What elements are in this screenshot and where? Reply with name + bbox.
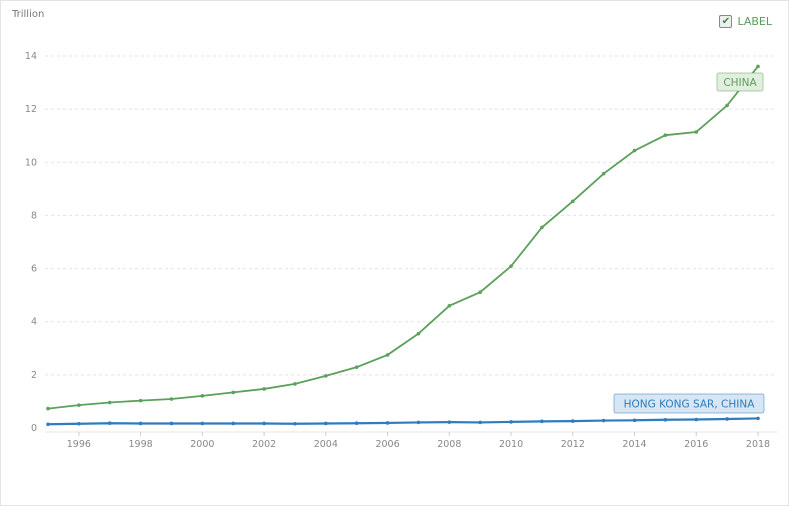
data-point xyxy=(46,406,50,411)
y-tick-label: 10 xyxy=(25,157,37,168)
y-tick-label: 14 xyxy=(25,51,37,62)
y-tick-label: 12 xyxy=(25,104,37,115)
data-point xyxy=(756,64,760,69)
data-point xyxy=(756,416,760,421)
data-point xyxy=(540,419,544,424)
data-point xyxy=(262,387,266,391)
data-point xyxy=(632,148,637,153)
x-tick-label: 2018 xyxy=(746,439,770,450)
y-tick-label: 4 xyxy=(31,317,37,328)
data-point xyxy=(478,290,482,295)
data-point xyxy=(447,420,452,424)
data-point xyxy=(694,417,699,422)
x-tick-label: 2002 xyxy=(252,439,276,450)
data-point xyxy=(324,421,328,426)
x-tick-label: 2012 xyxy=(561,439,585,450)
series-label-box xyxy=(716,72,764,92)
y-tick-label: 0 xyxy=(31,423,37,434)
y-tick-label: 2 xyxy=(31,370,37,381)
data-point xyxy=(663,133,668,137)
data-point xyxy=(138,421,143,426)
data-point xyxy=(293,382,297,386)
data-point xyxy=(77,421,81,426)
data-point xyxy=(231,421,236,426)
x-tick-label: 2014 xyxy=(622,439,646,450)
x-tick-label: 2006 xyxy=(375,439,399,450)
data-point xyxy=(169,421,174,426)
x-tick-label: 2016 xyxy=(684,439,708,450)
series-label-box xyxy=(613,393,765,414)
data-point xyxy=(46,422,50,427)
data-point xyxy=(570,419,575,423)
data-point xyxy=(478,420,482,425)
data-point xyxy=(231,390,236,395)
x-tick-label: 1996 xyxy=(67,439,91,450)
data-point xyxy=(107,421,112,426)
data-point xyxy=(138,398,143,403)
data-point xyxy=(385,353,390,357)
x-tick-label: 2004 xyxy=(314,439,338,450)
data-point xyxy=(416,420,421,425)
series-label: CHINA xyxy=(723,77,757,89)
data-point xyxy=(385,421,390,425)
data-point xyxy=(354,365,359,369)
x-tick-label: 2010 xyxy=(499,439,523,450)
label-toggle-text: LABEL xyxy=(737,15,772,28)
data-point xyxy=(509,420,513,424)
data-point xyxy=(416,331,421,336)
x-tick-label: 2000 xyxy=(190,439,214,450)
series-line-china xyxy=(47,65,759,410)
data-point xyxy=(354,421,359,426)
data-point xyxy=(293,421,297,426)
x-tick-label: 1998 xyxy=(129,439,153,450)
label-toggle[interactable]: ✔ LABEL xyxy=(719,15,772,28)
data-point xyxy=(324,374,328,378)
data-point xyxy=(169,397,174,401)
data-point xyxy=(200,394,205,398)
y-tick-label: 8 xyxy=(31,210,37,221)
data-point xyxy=(725,103,729,108)
checkbox-checked-icon[interactable]: ✔ xyxy=(719,15,733,28)
data-point xyxy=(540,225,544,230)
data-point xyxy=(601,171,606,176)
data-point xyxy=(663,417,668,422)
data-point xyxy=(262,421,266,426)
series-label: HONG KONG SAR, CHINA xyxy=(624,399,756,411)
y-axis-unit-label: Trillion xyxy=(12,9,45,20)
data-point xyxy=(107,400,112,405)
data-point xyxy=(570,199,575,204)
data-point xyxy=(77,403,81,407)
data-point xyxy=(447,303,452,308)
y-tick-label: 6 xyxy=(31,264,37,275)
data-point xyxy=(200,421,205,426)
series-line-hong-kong xyxy=(47,417,759,426)
data-point xyxy=(601,418,606,423)
data-point xyxy=(632,418,637,423)
data-point xyxy=(694,130,699,134)
x-tick-label: 2008 xyxy=(437,439,461,450)
data-point xyxy=(725,417,729,421)
data-point xyxy=(509,264,513,268)
